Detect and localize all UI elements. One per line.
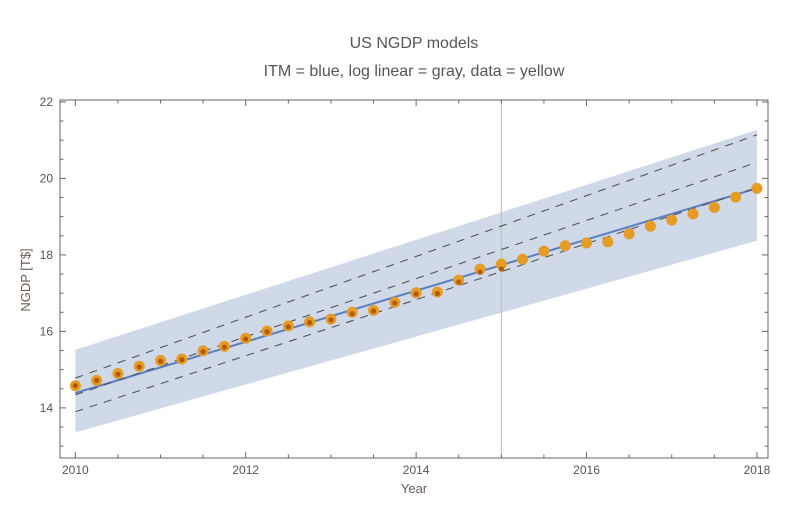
data-point-inner	[349, 311, 355, 317]
data-point	[751, 182, 763, 194]
x-tick-label: 2012	[232, 463, 259, 477]
data-point	[730, 191, 742, 203]
data-point-inner	[264, 329, 270, 335]
data-point	[708, 201, 720, 213]
data-point	[474, 263, 486, 275]
data-point-inner	[477, 269, 483, 275]
data-point-inner	[221, 344, 228, 350]
data-point-inner	[243, 336, 249, 342]
chart-subtitle: ITM = blue, log linear = gray, data = ye…	[264, 63, 565, 80]
data-point-inner	[136, 364, 142, 370]
data-point-inner	[157, 358, 164, 364]
data-point-inner	[498, 266, 504, 272]
data-point	[538, 245, 550, 257]
data-point	[644, 220, 656, 232]
data-point-inner	[370, 308, 377, 314]
data-point-inner	[456, 279, 462, 285]
data-point-inner	[94, 377, 100, 383]
data-point-inner	[328, 317, 334, 323]
y-tick-label: 18	[40, 248, 54, 262]
data-point-inner	[115, 371, 121, 377]
data-point	[687, 208, 699, 220]
y-tick-label: 16	[40, 324, 54, 338]
data-point	[495, 258, 507, 270]
data-point-inner	[200, 349, 206, 355]
y-tick-label: 20	[40, 171, 54, 185]
log-linear-line-2	[75, 161, 758, 396]
confidence-band	[75, 129, 757, 433]
plot-area: 2010 2012 2014 2016 2018 14 16 18 20 22	[40, 95, 771, 477]
x-tick-label: 2016	[573, 463, 600, 477]
chart-title: US NGDP models	[350, 35, 479, 52]
data-point	[623, 228, 635, 240]
y-tick-label: 14	[40, 401, 54, 415]
data-point-inner	[307, 320, 313, 326]
data-point	[602, 236, 614, 248]
data-point-inner	[72, 383, 78, 389]
log-linear-line-1	[75, 134, 758, 379]
data-point	[517, 253, 529, 265]
y-axis-label: NGDP [T$]	[18, 248, 33, 311]
plot-frame	[59, 99, 769, 459]
x-axis-label: Year	[401, 481, 428, 496]
x-tick-label: 2014	[403, 463, 430, 477]
y-tick-label: 22	[40, 95, 54, 109]
data-point-inner	[179, 357, 185, 363]
data-point-inner	[285, 324, 291, 330]
x-tick-label: 2010	[62, 463, 89, 477]
data-point	[666, 214, 678, 226]
data-point	[559, 240, 571, 252]
data-point-inner	[413, 291, 419, 297]
data-point-inner	[434, 290, 441, 297]
data-point-inner	[392, 300, 398, 306]
x-tick-label: 2018	[744, 463, 771, 477]
data-point	[581, 237, 593, 249]
